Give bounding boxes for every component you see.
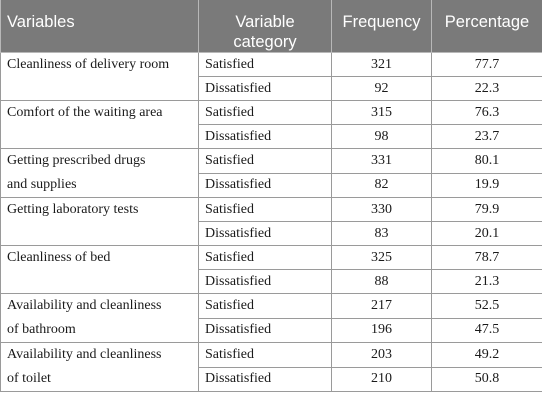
frequency-cell: 315	[331, 100, 432, 125]
header-percentage: Percentage	[431, 0, 542, 53]
variable-name: Availability and cleanliness of bathroom	[0, 293, 199, 343]
frequency-cell: 82	[331, 172, 432, 198]
variable-name: Getting laboratory tests	[0, 197, 199, 246]
table-header: Variables Variable category Frequency Per…	[0, 0, 542, 53]
table-row: Availability and cleanliness of toilet S…	[0, 342, 542, 392]
variable-name: Cleanliness of delivery room	[0, 52, 199, 101]
table-body: Cleanliness of delivery room Satisfied 3…	[0, 52, 542, 392]
percentage-cell: 23.7	[431, 124, 542, 149]
percentage-cell: 47.5	[431, 317, 542, 343]
table-row: Dissatisfied 98 23.7	[1, 124, 542, 149]
frequency-cell: 98	[331, 124, 432, 149]
table-row: Getting prescribed drugs and supplies Sa…	[0, 148, 542, 198]
frequency-cell: 92	[331, 76, 432, 101]
frequency-cell: 210	[331, 366, 432, 392]
frequency-cell: 203	[331, 342, 432, 368]
header-category-line2: category	[233, 33, 297, 51]
frequency-cell: 331	[331, 148, 432, 174]
category-cell: Dissatisfied	[198, 221, 332, 246]
category-cell: Satisfied	[198, 197, 332, 222]
frequency-cell: 330	[331, 197, 432, 222]
table-row: Getting laboratory tests Satisfied 330 7…	[0, 197, 542, 246]
percentage-cell: 52.5	[431, 293, 542, 319]
header-row: Variables Variable category Frequency Per…	[0, 0, 542, 53]
table-row: Dissatisfied 82 19.9	[1, 172, 542, 198]
frequency-cell: 83	[331, 221, 432, 246]
table-row: Dissatisfied 88 21.3	[1, 269, 542, 294]
category-cell: Satisfied	[198, 342, 332, 368]
header-category-line1: Variable	[235, 13, 295, 31]
percentage-cell: 50.8	[431, 366, 542, 392]
category-cell: Satisfied	[198, 245, 332, 270]
frequency-cell: 196	[331, 317, 432, 343]
category-cell: Satisfied	[198, 52, 332, 77]
frequency-cell: 325	[331, 245, 432, 270]
table-row: Dissatisfied 210 50.8	[1, 366, 542, 392]
table-row: Dissatisfied 83 20.1	[1, 221, 542, 246]
category-cell: Dissatisfied	[198, 317, 332, 343]
percentage-cell: 77.7	[431, 52, 542, 77]
percentage-cell: 80.1	[431, 148, 542, 174]
table-row: Comfort of the waiting area Satisfied 31…	[0, 100, 542, 149]
frequency-cell: 217	[331, 293, 432, 319]
category-cell: Dissatisfied	[198, 172, 332, 198]
percentage-cell: 22.3	[431, 76, 542, 101]
category-cell: Dissatisfied	[198, 366, 332, 392]
percentage-cell: 76.3	[431, 100, 542, 125]
header-variables: Variables	[0, 0, 199, 53]
category-cell: Satisfied	[198, 100, 332, 125]
percentage-cell: 21.3	[431, 269, 542, 294]
percentage-cell: 49.2	[431, 342, 542, 368]
variable-name: Cleanliness of bed	[0, 245, 199, 294]
table-row: Cleanliness of delivery room Satisfied 3…	[0, 52, 542, 101]
variable-name: Comfort of the waiting area	[0, 100, 199, 149]
variable-name: Getting prescribed drugs and supplies	[0, 148, 199, 198]
frequency-cell: 321	[331, 52, 432, 77]
table-row: Dissatisfied 196 47.5	[1, 317, 542, 343]
frequency-cell: 88	[331, 269, 432, 294]
percentage-cell: 19.9	[431, 172, 542, 198]
header-frequency: Frequency	[331, 0, 432, 53]
table-row: Cleanliness of bed Satisfied 325 78.7	[0, 245, 542, 294]
category-cell: Dissatisfied	[198, 76, 332, 101]
percentage-cell: 79.9	[431, 197, 542, 222]
percentage-cell: 78.7	[431, 245, 542, 270]
category-cell: Satisfied	[198, 148, 332, 174]
variable-name: Availability and cleanliness of toilet	[0, 342, 199, 392]
percentage-cell: 20.1	[431, 221, 542, 246]
satisfaction-table: Variables Variable category Frequency Per…	[0, 0, 542, 392]
category-cell: Satisfied	[198, 293, 332, 319]
table-row: Availability and cleanliness of bathroom…	[0, 293, 542, 343]
category-cell: Dissatisfied	[198, 124, 332, 149]
category-cell: Dissatisfied	[198, 269, 332, 294]
header-variable-category: Variable category	[198, 0, 332, 53]
